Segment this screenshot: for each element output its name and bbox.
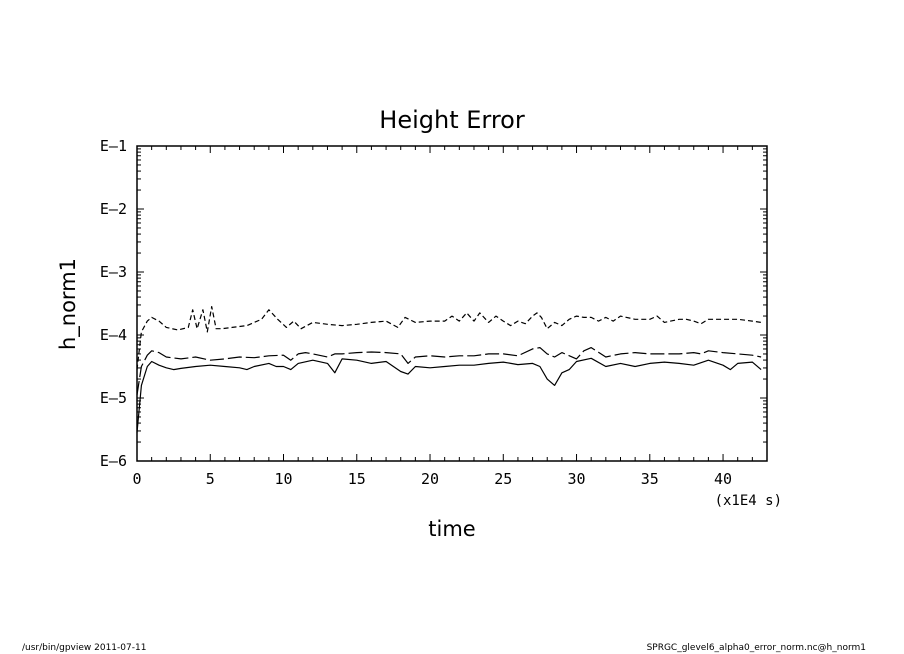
x-axis-label: time — [428, 517, 475, 541]
x-unit-label: (x1E4 s) — [715, 493, 782, 509]
x-tick-label: 20 — [421, 470, 439, 488]
series-line-solid — [136, 357, 762, 433]
chart-title: Height Error — [379, 106, 525, 134]
x-tick-labels: 0 5 10 15 20 25 30 35 40 — [132, 470, 732, 488]
y-tick-label: E–1 — [100, 137, 127, 155]
plot-axes — [136, 145, 768, 462]
tick-marks — [136, 145, 768, 462]
footer-source-file: SPRGC_glevel6_alpha0_error_norm.nc@h_nor… — [646, 643, 866, 653]
series-line-long-dash — [136, 347, 762, 395]
x-tick-label: 30 — [568, 470, 586, 488]
x-tick-label: 15 — [348, 470, 366, 488]
plot-frame — [136, 145, 768, 462]
x-tick-label: 40 — [714, 470, 732, 488]
footer-program-date: /usr/bin/gpview 2011-07-11 — [22, 643, 147, 653]
x-tick-label: 25 — [494, 470, 512, 488]
x-tick-label: 0 — [132, 470, 141, 488]
x-tick-label: 35 — [641, 470, 659, 488]
x-tick-label: 10 — [274, 470, 292, 488]
y-tick-label: E–4 — [100, 326, 127, 344]
x-tick-label: 5 — [206, 470, 215, 488]
y-axis-label: h_norm1 — [56, 258, 81, 350]
series-layer — [136, 306, 762, 433]
y-tick-label: E–3 — [100, 263, 127, 281]
y-tick-label: E–6 — [100, 452, 127, 470]
y-tick-labels: E–6 E–5 E–4 E–3 E–2 E–1 — [100, 137, 127, 470]
y-tick-label: E–2 — [100, 200, 127, 218]
y-tick-label: E–5 — [100, 389, 127, 407]
series-line-short-dash — [136, 306, 762, 370]
